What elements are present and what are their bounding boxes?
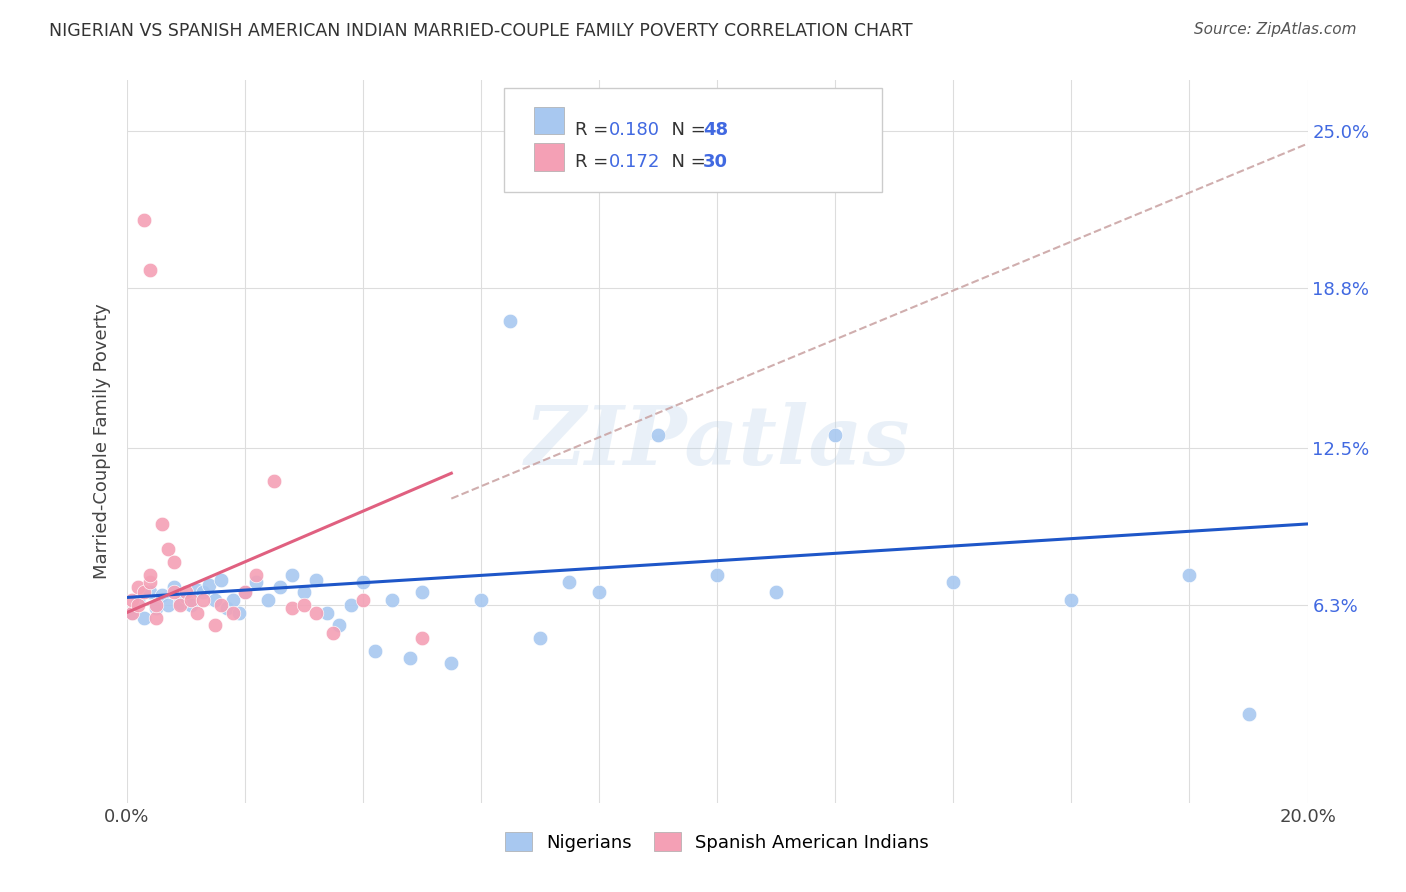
Point — [292, 598, 315, 612]
Point — [765, 585, 787, 599]
Point — [215, 600, 238, 615]
Text: 0.172: 0.172 — [609, 153, 659, 170]
Point — [245, 567, 267, 582]
Point — [588, 585, 610, 599]
Text: 30: 30 — [703, 153, 728, 170]
Point — [186, 582, 208, 597]
Point — [193, 585, 215, 599]
Point — [209, 598, 232, 612]
Point — [169, 595, 191, 609]
Point — [824, 428, 846, 442]
Text: R =: R = — [575, 153, 614, 170]
Y-axis label: Married-Couple Family Poverty: Married-Couple Family Poverty — [93, 303, 111, 580]
Point — [145, 611, 167, 625]
Point — [139, 263, 162, 277]
Point — [169, 598, 191, 612]
Point — [193, 593, 215, 607]
Legend: Nigerians, Spanish American Indians: Nigerians, Spanish American Indians — [498, 825, 936, 859]
Point — [121, 606, 143, 620]
Point — [245, 575, 267, 590]
Point — [352, 575, 374, 590]
Point — [204, 593, 226, 607]
Point — [180, 593, 202, 607]
Point — [411, 585, 433, 599]
Point — [440, 657, 463, 671]
FancyBboxPatch shape — [505, 87, 883, 193]
Point — [281, 600, 304, 615]
Point — [174, 585, 197, 599]
Point — [139, 567, 162, 582]
Point — [328, 618, 350, 632]
Text: N =: N = — [661, 153, 711, 170]
Point — [316, 606, 339, 620]
Point — [706, 567, 728, 582]
Point — [127, 598, 149, 612]
Point — [292, 585, 315, 599]
Point — [1060, 593, 1083, 607]
Point — [529, 631, 551, 645]
Point — [180, 598, 202, 612]
Point — [134, 212, 156, 227]
Point — [150, 588, 173, 602]
Point — [233, 585, 256, 599]
Point — [150, 516, 173, 531]
Text: R =: R = — [575, 120, 614, 139]
Point — [942, 575, 965, 590]
Point — [411, 631, 433, 645]
Text: 0.180: 0.180 — [609, 120, 659, 139]
Point — [1237, 707, 1260, 722]
Text: Source: ZipAtlas.com: Source: ZipAtlas.com — [1194, 22, 1357, 37]
Text: NIGERIAN VS SPANISH AMERICAN INDIAN MARRIED-COUPLE FAMILY POVERTY CORRELATION CH: NIGERIAN VS SPANISH AMERICAN INDIAN MARR… — [49, 22, 912, 40]
Point — [322, 626, 344, 640]
Point — [647, 428, 669, 442]
Point — [134, 585, 156, 599]
Point — [257, 593, 280, 607]
Point — [156, 598, 179, 612]
Point — [228, 606, 250, 620]
Point — [281, 567, 304, 582]
Point — [174, 591, 197, 605]
FancyBboxPatch shape — [534, 143, 564, 170]
Point — [363, 643, 385, 657]
Point — [145, 598, 167, 612]
Point — [499, 314, 522, 328]
Point — [209, 573, 232, 587]
Point — [204, 618, 226, 632]
Point — [233, 585, 256, 599]
Point — [139, 575, 162, 590]
Point — [304, 606, 326, 620]
Point — [1178, 567, 1201, 582]
Point — [163, 585, 186, 599]
Point — [156, 542, 179, 557]
Point — [139, 585, 162, 599]
Point — [399, 651, 422, 665]
FancyBboxPatch shape — [534, 107, 564, 135]
Point — [163, 580, 186, 594]
Point — [145, 600, 167, 615]
Text: N =: N = — [661, 120, 711, 139]
Point — [558, 575, 581, 590]
Point — [381, 593, 404, 607]
Point — [269, 580, 291, 594]
Text: ZIPatlas: ZIPatlas — [524, 401, 910, 482]
Point — [222, 593, 245, 607]
Point — [352, 593, 374, 607]
Point — [163, 555, 186, 569]
Point — [263, 474, 285, 488]
Point — [134, 611, 156, 625]
Point — [304, 573, 326, 587]
Point — [121, 593, 143, 607]
Point — [222, 606, 245, 620]
Point — [127, 580, 149, 594]
Point — [127, 593, 149, 607]
Point — [340, 598, 363, 612]
Point — [198, 578, 221, 592]
Point — [186, 606, 208, 620]
Text: 48: 48 — [703, 120, 728, 139]
Point — [470, 593, 492, 607]
Point — [121, 606, 143, 620]
